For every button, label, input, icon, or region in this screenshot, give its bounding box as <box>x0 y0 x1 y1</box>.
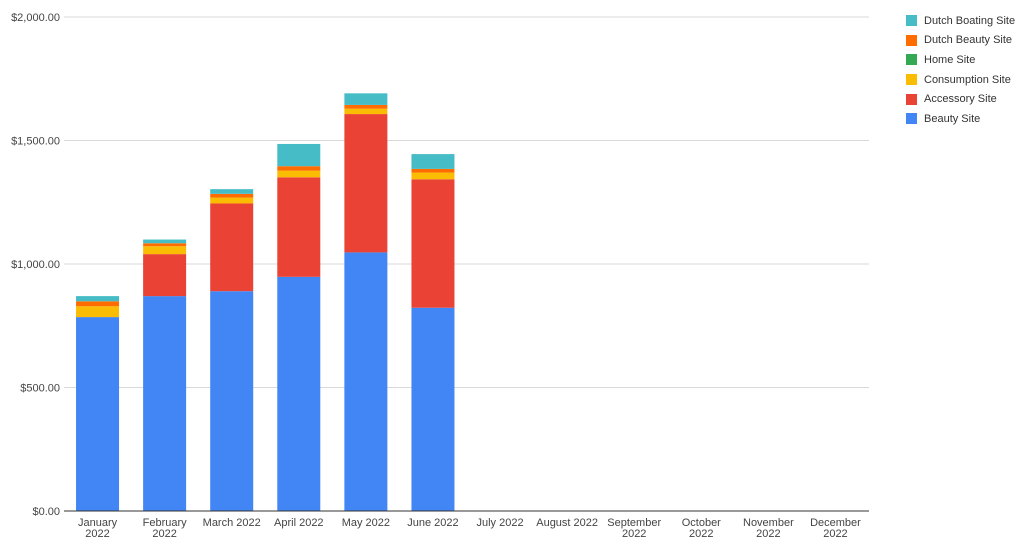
bar-segment <box>76 296 120 302</box>
legend-swatch <box>906 93 917 105</box>
y-tick-label: $500.00 <box>20 383 60 395</box>
bar-segment <box>143 254 187 297</box>
x-tick-label: January <box>78 517 118 529</box>
x-tick-label: 2022 <box>85 528 109 540</box>
bar-segment <box>411 154 455 169</box>
bar-segment <box>76 317 120 511</box>
legend-label: Consumption Site <box>924 73 1011 86</box>
bar-segment <box>143 243 187 247</box>
bar-segment <box>411 168 455 173</box>
x-tick-label: June 2022 <box>407 517 458 529</box>
x-tick-label: August 2022 <box>536 517 598 529</box>
x-tick-label: 2022 <box>152 528 176 540</box>
bar-segment <box>143 296 187 511</box>
legend-item: Accessory Site <box>906 89 1015 109</box>
legend-label: Beauty Site <box>924 112 981 125</box>
legend-item: Beauty Site <box>906 109 1015 129</box>
y-tick-label: $0.00 <box>32 506 60 518</box>
bar-segment <box>411 179 455 308</box>
legend-swatch <box>906 113 917 125</box>
x-tick-label: 2022 <box>622 528 646 540</box>
bar-segment <box>210 193 254 198</box>
x-tick-label: 2022 <box>823 528 847 540</box>
x-tick-label: July 2022 <box>476 517 523 529</box>
y-tick-label: $2,000.00 <box>11 12 60 24</box>
x-tick-label: May 2022 <box>342 517 390 529</box>
legend-item: Home Site <box>906 50 1015 70</box>
x-tick-label: October <box>682 517 721 529</box>
bar-segment <box>344 114 388 253</box>
legend-item: Consumption Site <box>906 70 1015 90</box>
x-tick-label: 2022 <box>689 528 713 540</box>
bar-segment <box>277 170 321 178</box>
chart-legend: Dutch Boating Site Dutch Beauty Site Home … <box>906 11 1015 129</box>
x-tick-label: September <box>607 517 661 529</box>
bar-segment <box>344 93 388 105</box>
x-tick-label: 2022 <box>756 528 780 540</box>
x-tick-label: February <box>143 517 188 529</box>
legend-item: Dutch Boating Site <box>906 11 1015 31</box>
legend-label: Home Site <box>924 53 976 66</box>
bar-segment <box>210 203 254 292</box>
bar-segment <box>277 276 321 511</box>
legend-swatch <box>906 74 917 86</box>
legend-swatch <box>906 34 917 46</box>
legend-swatch <box>906 15 917 27</box>
bar-segment <box>344 104 388 109</box>
legend-label: Accessory Site <box>924 93 997 106</box>
x-tick-label: December <box>810 517 861 529</box>
bar-segment <box>411 307 455 511</box>
x-tick-label: April 2022 <box>274 517 324 529</box>
bar-segment <box>210 197 254 204</box>
bar-segment <box>76 301 120 307</box>
bar-segment <box>344 252 388 512</box>
bar-segment <box>210 189 254 194</box>
bar-segment <box>411 172 455 180</box>
bar-segment <box>344 108 388 115</box>
bar-segment <box>277 177 321 277</box>
bar-segment <box>277 166 321 171</box>
bar-segment <box>76 306 120 318</box>
y-tick-label: $1,500.00 <box>11 136 60 148</box>
x-tick-label: November <box>743 517 794 529</box>
legend-label: Dutch Boating Site <box>924 14 1016 27</box>
legend-item: Dutch Beauty Site <box>906 31 1015 51</box>
x-tick-label: March 2022 <box>203 517 261 529</box>
bar-segment <box>143 239 187 244</box>
bar-segment <box>210 291 254 511</box>
legend-swatch <box>906 54 917 66</box>
legend-label: Dutch Beauty Site <box>924 34 1013 47</box>
bar-segment <box>277 143 321 167</box>
y-tick-label: $1,000.00 <box>11 259 60 271</box>
bar-segment <box>143 246 187 255</box>
